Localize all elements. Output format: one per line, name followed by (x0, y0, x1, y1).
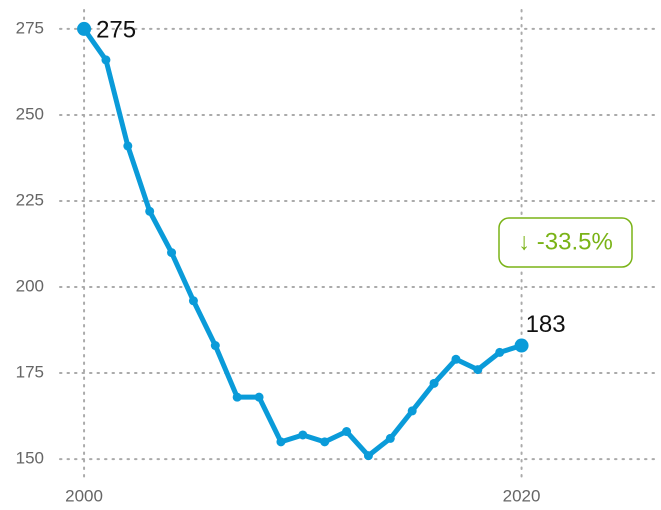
annotation: ↓ -33.5% (518, 228, 613, 255)
point (451, 354, 461, 364)
point (473, 365, 483, 375)
point (342, 427, 352, 437)
point (188, 296, 198, 306)
x-tick-label: 2020 (503, 486, 541, 505)
point (232, 392, 242, 402)
point (123, 141, 133, 151)
x-tick-label: 2000 (65, 486, 103, 505)
point (298, 430, 308, 440)
annotation-box (498, 217, 633, 268)
data-label: 275 (96, 16, 136, 43)
y-tick-label: 225 (16, 190, 44, 209)
point (210, 341, 220, 351)
point (407, 406, 417, 416)
y-tick-label: 200 (16, 276, 44, 295)
point (514, 338, 529, 353)
point (254, 392, 264, 402)
y-tick-label: 175 (16, 363, 44, 382)
point (320, 437, 330, 447)
y-tick-label: 250 (16, 104, 44, 123)
point (145, 206, 155, 216)
point (363, 451, 373, 461)
point (101, 55, 111, 65)
point (385, 433, 395, 443)
data-label: 183 (526, 311, 566, 338)
point (276, 437, 286, 447)
point (429, 378, 439, 388)
point (77, 21, 92, 36)
line (82, 27, 523, 459)
y-tick-label: 275 (16, 18, 44, 37)
y-tick-label: 150 (16, 449, 44, 468)
point (495, 347, 505, 357)
point (167, 248, 177, 258)
